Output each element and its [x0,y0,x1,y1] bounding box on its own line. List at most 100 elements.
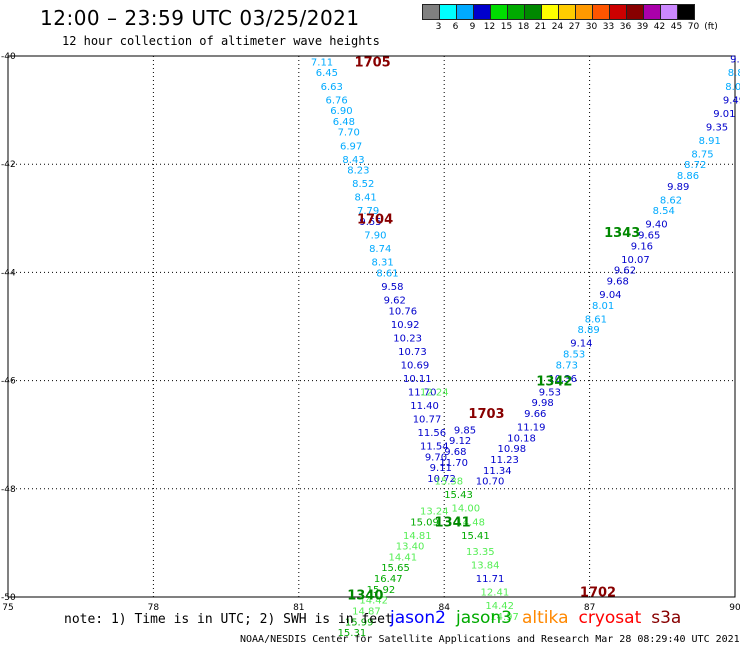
pass-number-label: 1340 [347,588,383,603]
swh-value-label: 8.01 [592,301,614,312]
swh-value-label: 6.45 [316,68,338,79]
legend-label: (ft) [704,22,718,32]
swh-value-label: 10.69 [401,360,430,371]
pass-number-label: 1705 [355,55,391,70]
swh-value-label: 10.98 [498,444,527,455]
swh-value-label: 9.62 [614,266,636,277]
swh-value-label: 6.63 [321,82,343,93]
swh-value-label: 15.31 [338,628,367,639]
swh-value-label: 8.73 [556,360,578,371]
swh-value-label: 9.85 [454,425,476,436]
swh-value-label: 10.07 [621,255,650,266]
legend-label: 9 [469,22,476,32]
swh-value-label: 9.49 [723,95,740,106]
swh-value-label: 11.54 [420,442,449,453]
swh-value-label: 9.11 [430,463,452,474]
swh-value-label: 7.70 [338,128,360,139]
footer-note: note: 1) Time is in UTC; 2) SWH is in fe… [64,612,393,627]
pass-number-label: 1343 [604,226,640,241]
pass-number-label: 1342 [536,375,572,390]
swh-value-label: 11.56 [418,428,447,439]
x-tick-label: 87 [584,603,595,613]
swh-value-label: 11.34 [483,466,512,477]
x-tick-label: 75 [2,603,13,613]
swh-value-label: 11.19 [517,423,546,434]
pass-number-label: 1703 [468,407,504,422]
swh-value-label: 15.99 [345,617,374,628]
swh-value-label: 9.38 [730,55,740,66]
swh-value-label: 8.62 [660,195,682,206]
swh-value-label: 10.72 [427,474,456,485]
swh-value-label: 8.31 [372,258,394,269]
pass-number-label: 1341 [435,515,471,530]
swh-value-label: 8.86 [677,171,699,182]
swh-value-label: 8.8 [728,68,740,79]
x-tick-label: 78 [148,603,160,613]
legend-label: 21 [534,22,547,32]
swh-value-label: 14.41 [388,552,417,563]
color-legend: 3 6 9 12 15 18 21 24 27 30 33 36 39 42 45 70 (ft) [422,4,722,32]
swh-value-label: 9.68 [444,447,466,458]
chart-subtitle: 12 hour collection of altimeter wave hei… [62,34,380,48]
legend-labels: 3 6 9 12 15 18 21 24 27 30 33 36 39 42 45 70 (ft) [422,22,722,32]
swh-value-label: 14.42 [359,596,388,607]
legend-label: 27 [568,22,581,32]
x-tick-label: 90 [729,603,740,613]
x-tick-label: 84 [438,603,450,613]
swh-value-label: 8.53 [563,350,585,361]
swh-value-label: 9.14 [570,339,592,350]
swh-value-label: 9.98 [531,398,553,409]
legend-label: 42 [653,22,666,32]
legend-label: 12 [483,22,496,32]
swh-value-label: 8.52 [352,179,374,190]
satellite-name: s3a [651,608,682,628]
swh-value-label: 9.89 [667,182,689,193]
legend-label: 33 [602,22,615,32]
credit-line: NOAA/NESDIS Center for Satellite Applica… [240,634,740,645]
swh-value-label: 9.04 [599,290,621,301]
swh-value-label: 10.77 [413,414,442,425]
swh-value-label: 9.66 [524,409,546,420]
y-tick-label: -46 [1,377,16,387]
swh-value-label: 8.89 [577,325,599,336]
swh-value-label: 15.43 [444,490,473,501]
y-tick-label: -42 [1,160,16,170]
swh-value-label: 9.53 [539,387,561,398]
swh-value-label: 9.62 [384,295,406,306]
swh-value-label: 10.18 [507,433,536,444]
swh-value-label: 8.43 [342,155,364,166]
swh-value-label: 14.42 [485,601,514,612]
swh-value-label: 8.61 [585,314,607,325]
swh-value-label: 8.41 [355,193,377,204]
swh-value-label: 13.84 [471,561,500,572]
swh-value-label: 6.90 [330,106,352,117]
satellite-legend: jason2 jason3 altika cryosat s3a [390,608,681,628]
swh-value-label: 15.38 [435,477,464,488]
legend-label: 24 [551,22,564,32]
swh-value-label: 8.0 [725,82,740,93]
x-tick-label: 81 [293,603,304,613]
swh-value-label: 8.72 [684,160,706,171]
swh-value-label: 10.23 [393,333,422,344]
swh-value-label: 7.90 [364,231,386,242]
swh-value-label: 14.81 [403,531,432,542]
legend-label: 30 [585,22,598,32]
swh-value-label: 16.47 [374,574,403,585]
swh-value-label: 8.61 [376,268,398,279]
legend-label: 45 [670,22,683,32]
swh-value-label: 10.11 [403,374,432,385]
y-tick-label: -40 [1,52,16,62]
swh-value-label: 6.97 [340,141,362,152]
swh-value-label: 11.71 [476,574,505,585]
swh-value-label: 9.16 [631,241,653,252]
swh-value-label: 13.40 [396,542,425,553]
swh-value-label: 9.35 [706,122,728,133]
swh-value-label: 10.70 [476,477,505,488]
swh-value-label: 8.74 [369,244,391,255]
legend-label: 18 [517,22,530,32]
legend-label: 36 [619,22,632,32]
swh-value-label: 11.40 [410,401,439,412]
swh-value-label: 8.75 [691,149,713,160]
swh-value-label: 9.55 [359,217,381,228]
swh-value-label: 10.73 [398,347,427,358]
